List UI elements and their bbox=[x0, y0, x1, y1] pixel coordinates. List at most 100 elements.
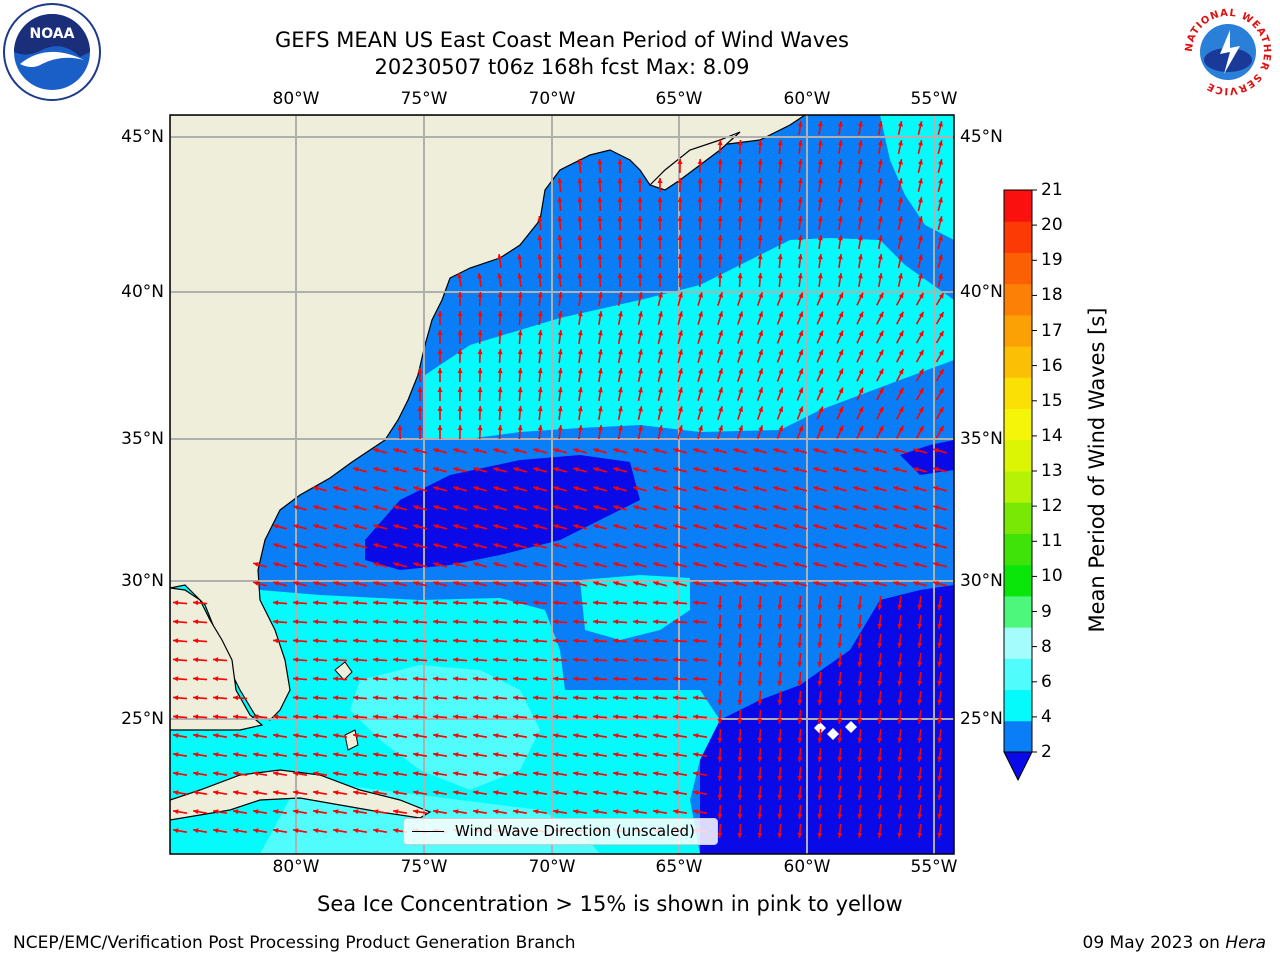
wind-wave-arrow-head bbox=[938, 254, 943, 260]
wind-wave-arrow-head bbox=[637, 178, 643, 183]
wind-wave-arrow-head bbox=[253, 790, 259, 796]
wind-wave-arrow-head bbox=[813, 505, 819, 510]
wind-wave-arrow-head bbox=[513, 809, 519, 815]
wind-wave-arrow-head bbox=[857, 604, 863, 610]
wind-wave-arrow-head bbox=[193, 657, 199, 663]
wind-wave-arrow-head bbox=[493, 467, 499, 472]
wind-wave-arrow-head bbox=[393, 657, 399, 663]
colorbar-band bbox=[1004, 439, 1032, 472]
wind-wave-arrow-head bbox=[837, 661, 843, 667]
wind-wave-arrow-head bbox=[573, 771, 579, 777]
wind-wave-arrow-head bbox=[193, 600, 199, 606]
wind-wave-arrow-head bbox=[533, 619, 539, 625]
wind-wave-arrow-head bbox=[797, 737, 803, 743]
wind-wave-arrow-head bbox=[173, 657, 179, 663]
wind-wave-arrow-head bbox=[717, 604, 723, 610]
wind-wave-arrow-head bbox=[798, 425, 804, 432]
wind-wave-arrow-head bbox=[213, 733, 219, 739]
wind-wave-arrow-head bbox=[898, 311, 904, 318]
wind-wave-arrow-head bbox=[513, 562, 519, 567]
wind-wave-arrow-head bbox=[593, 486, 599, 491]
wind-wave-arrow-head bbox=[833, 543, 839, 548]
wind-wave-arrow-head bbox=[437, 330, 443, 335]
wind-wave-arrow-head bbox=[837, 813, 843, 819]
wind-wave-arrow-head bbox=[693, 676, 699, 682]
wind-wave-arrow-head bbox=[817, 604, 823, 610]
wind-wave-arrow-head bbox=[513, 638, 519, 644]
wind-wave-arrow-head bbox=[737, 775, 743, 781]
wind-wave-arrow-head bbox=[817, 832, 823, 838]
wind-wave-arrow-head bbox=[637, 216, 643, 221]
wind-wave-arrow-head bbox=[757, 254, 763, 260]
wind-wave-arrow-head bbox=[593, 505, 599, 510]
wind-wave-arrow-head bbox=[617, 216, 623, 222]
wind-wave-arrow-head bbox=[493, 676, 499, 682]
wind-wave-arrow-head bbox=[938, 331, 944, 337]
wind-wave-arrow-head bbox=[837, 273, 843, 279]
wind-wave-arrow-head bbox=[533, 581, 539, 586]
wind-wave-arrow-head bbox=[777, 140, 783, 146]
wind-wave-arrow-head bbox=[893, 524, 899, 529]
wind-wave-arrow-head bbox=[877, 699, 883, 705]
wind-wave-arrow-head bbox=[913, 505, 919, 510]
wind-wave-arrow-head bbox=[513, 543, 519, 548]
wind-wave-arrow-head bbox=[878, 349, 884, 356]
wind-wave-arrow-head bbox=[473, 562, 479, 567]
wind-wave-arrow-head bbox=[593, 619, 599, 625]
wind-wave-arrow-head bbox=[617, 425, 623, 431]
wind-wave-arrow-head bbox=[533, 505, 539, 510]
colorbar-tick-label: 4 bbox=[1041, 706, 1052, 727]
wind-wave-arrow-head bbox=[758, 368, 763, 374]
wind-wave-arrow-head bbox=[797, 197, 803, 203]
wind-wave-arrow-head bbox=[393, 676, 399, 682]
wind-wave-arrow-head bbox=[773, 562, 779, 567]
wind-wave-arrow-head bbox=[638, 311, 643, 317]
wind-wave-arrow-head bbox=[617, 159, 623, 165]
wind-wave-arrow-head bbox=[733, 486, 739, 491]
wind-wave-arrow-head bbox=[673, 752, 679, 758]
wind-wave-arrow-head bbox=[858, 425, 864, 432]
wind-wave-arrow-head bbox=[717, 642, 723, 648]
wind-wave-arrow-head bbox=[597, 425, 603, 431]
wind-wave-arrow-head bbox=[213, 771, 219, 777]
colorbar-tick-label: 19 bbox=[1041, 250, 1063, 271]
wind-wave-arrow-head bbox=[693, 581, 699, 586]
wind-wave-arrow-head bbox=[913, 524, 919, 529]
lat-label-right: 45°N bbox=[960, 127, 1003, 147]
wind-wave-arrow-head bbox=[673, 619, 679, 625]
wind-wave-arrow-head bbox=[837, 642, 843, 648]
wind-wave-arrow-head bbox=[858, 406, 864, 413]
wind-wave-arrow-head bbox=[778, 425, 783, 431]
wind-wave-arrow-head bbox=[737, 235, 743, 241]
wind-wave-arrow-head bbox=[898, 235, 903, 241]
wind-wave-arrow-head bbox=[173, 600, 179, 606]
wind-wave-arrow-head bbox=[493, 809, 499, 815]
wind-wave-arrow-head bbox=[353, 733, 359, 739]
wind-wave-arrow-head bbox=[693, 752, 699, 758]
wind-wave-arrow-head bbox=[417, 387, 423, 392]
wind-wave-arrow-head bbox=[673, 638, 679, 644]
wind-wave-arrow-head bbox=[637, 273, 643, 278]
wind-wave-arrow-head bbox=[333, 771, 339, 777]
wind-wave-arrow-head bbox=[817, 140, 823, 146]
wind-wave-arrow-head bbox=[737, 661, 743, 667]
wind-wave-arrow-head bbox=[837, 756, 843, 762]
wind-wave-arrow-head bbox=[817, 254, 823, 260]
wind-wave-arrow-head bbox=[453, 752, 459, 758]
wind-wave-arrow-head bbox=[313, 581, 319, 586]
wind-wave-arrow-head bbox=[658, 387, 663, 393]
wind-wave-arrow-head bbox=[477, 292, 483, 298]
wind-wave-arrow-head bbox=[737, 254, 743, 260]
machine-name: Hera bbox=[1225, 933, 1266, 953]
wind-wave-arrow-head bbox=[613, 486, 619, 491]
wind-wave-arrow-head bbox=[693, 790, 699, 796]
wind-wave-arrow-head bbox=[553, 638, 559, 644]
wind-wave-arrow-head bbox=[413, 752, 419, 758]
wind-wave-arrow-head bbox=[537, 330, 543, 336]
wind-wave-arrow-head bbox=[617, 273, 623, 279]
wind-wave-arrow-head bbox=[293, 657, 299, 663]
wind-wave-arrow-head bbox=[857, 642, 863, 648]
wind-wave-arrow-head bbox=[858, 368, 864, 375]
wind-wave-arrow-head bbox=[697, 273, 703, 279]
wind-wave-arrow-head bbox=[917, 680, 923, 686]
